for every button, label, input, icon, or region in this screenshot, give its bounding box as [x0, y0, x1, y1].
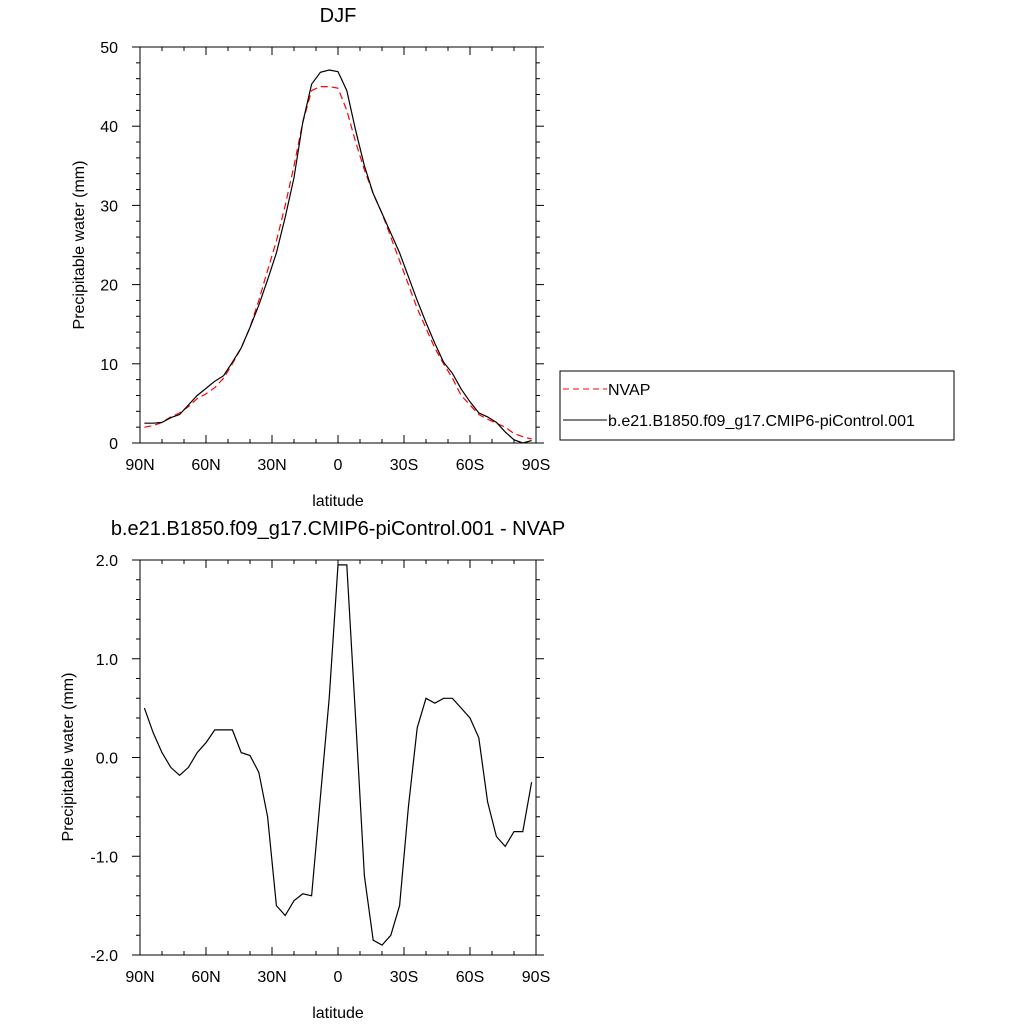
- bottom-series-lines: [143, 564, 533, 946]
- bottom-series-line-difference: [143, 564, 533, 946]
- top-series-line-model: [144, 69, 532, 444]
- bottom-x-tick-label: 0: [334, 969, 343, 986]
- bottom-panel: b.e21.B1850.f09_g17.CMIP6-piControl.001 …: [60, 518, 565, 1022]
- top-chart-title: DJF: [320, 5, 357, 27]
- bottom-y-tick-labels: -2.0 -1.0 0.0 1.0 2.0: [90, 553, 118, 965]
- bottom-axis-ticks: [132, 559, 544, 956]
- bottom-y-tick-label: 2.0: [96, 553, 118, 570]
- top-y-tick-label: 50: [100, 40, 118, 57]
- bottom-y-axis-label: Precipitable water (mm): [60, 673, 77, 842]
- top-panel: DJF 90N 60N 30N 0 30S 60S 90S 0 10 20 30 40 50 lati…: [71, 5, 550, 510]
- top-y-tick-label: 0: [109, 436, 118, 453]
- bottom-x-tick-label: 30N: [257, 969, 286, 986]
- top-series-lines: [144, 69, 532, 444]
- legend: NVAP b.e21.B1850.f09_g17.CMIP6-piControl…: [559, 370, 955, 441]
- top-y-tick-label: 20: [100, 278, 118, 295]
- bottom-x-tick-labels: 90N 60N 30N 0 30S 60S 90S: [125, 969, 550, 986]
- top-x-tick-label: 60S: [456, 457, 484, 474]
- bottom-x-tick-label: 60S: [456, 969, 484, 986]
- top-x-tick-label: 30N: [257, 457, 286, 474]
- bottom-y-tick-label: -2.0: [90, 948, 118, 965]
- bottom-x-axis-label: latitude: [312, 1005, 364, 1022]
- top-y-axis-label: Precipitable water (mm): [71, 161, 88, 330]
- top-y-tick-label: 30: [100, 198, 118, 215]
- top-axis-ticks: [132, 46, 544, 444]
- bottom-chart-title: b.e21.B1850.f09_g17.CMIP6-piControl.001 …: [111, 518, 565, 540]
- bottom-x-tick-label: 60N: [191, 969, 220, 986]
- top-x-tick-label: 90S: [522, 457, 550, 474]
- legend-label-model: b.e21.B1850.f09_g17.CMIP6-piControl.001: [608, 413, 915, 430]
- legend-label-nvap: NVAP: [608, 382, 650, 399]
- bottom-y-tick-label: 1.0: [96, 652, 118, 669]
- top-x-tick-label: 0: [334, 457, 343, 474]
- top-y-tick-label: 40: [100, 119, 118, 136]
- top-x-tick-label: 60N: [191, 457, 220, 474]
- top-plot-frame: [139, 46, 537, 444]
- top-x-tick-label: 30S: [390, 457, 418, 474]
- top-y-tick-labels: 0 10 20 30 40 50: [100, 40, 118, 453]
- top-x-tick-label: 90N: [125, 457, 154, 474]
- top-x-axis-label: latitude: [312, 493, 364, 510]
- bottom-x-tick-label: 30S: [390, 969, 418, 986]
- bottom-x-tick-label: 90N: [125, 969, 154, 986]
- bottom-y-tick-label: -1.0: [90, 849, 118, 866]
- bottom-y-tick-label: 0.0: [96, 751, 118, 768]
- bottom-plot-frame: [139, 559, 537, 956]
- top-x-tick-labels: 90N 60N 30N 0 30S 60S 90S: [125, 457, 550, 474]
- top-series-line-nvap: [144, 85, 532, 440]
- top-y-tick-label: 10: [100, 357, 118, 374]
- bottom-x-tick-label: 90S: [522, 969, 550, 986]
- legend-box: [559, 370, 955, 441]
